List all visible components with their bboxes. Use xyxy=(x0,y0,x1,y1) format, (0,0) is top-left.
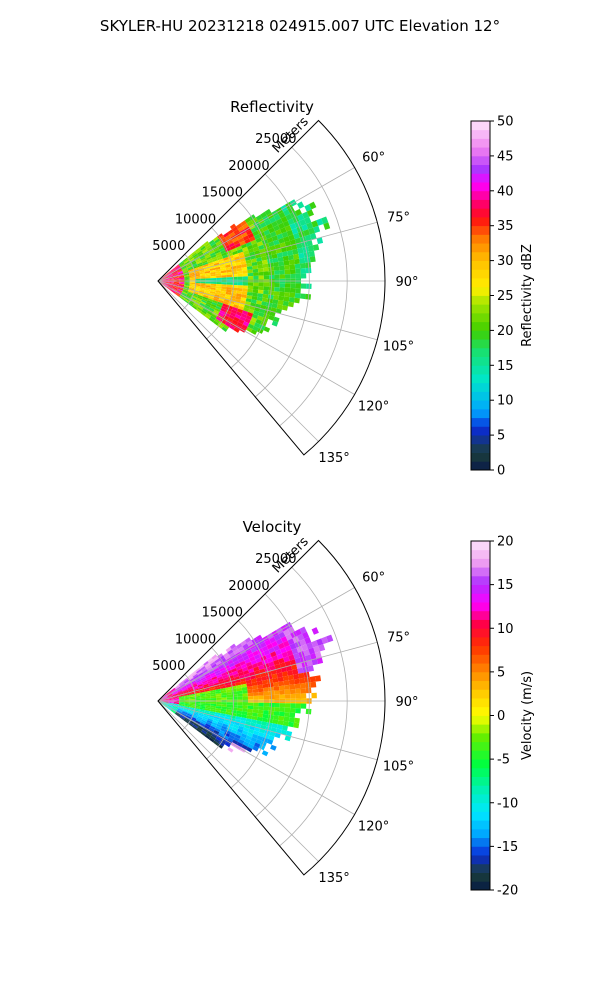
colorbar-tick-label: 15 xyxy=(497,578,514,593)
colorbar-tick-label: 25 xyxy=(497,289,514,304)
velocity-data-field xyxy=(158,621,334,757)
sector-frame xyxy=(157,539,386,876)
colorbar-tick-label: 40 xyxy=(497,184,514,199)
theta-tick-label: 135° xyxy=(318,871,349,886)
velocity-colorbar: -20 -15 -10 -5 0 5 10 15 20 xyxy=(470,535,518,899)
velocity-tick-labels: 60° 75° 90° 105° 120° 135° 5000 10000 15000 20000… xyxy=(152,552,418,886)
range-tick-label: 25000 xyxy=(255,132,296,147)
range-tick-label: 5000 xyxy=(152,659,185,674)
colorbar-tick-label: 45 xyxy=(497,149,514,164)
figure-title: SKYLER-HU 20231218 024915.007 UTC Elevat… xyxy=(100,17,500,35)
reflectivity-tick-labels: 60° 75° 90° 105° 120° 135° 5000 10000 15000 20000… xyxy=(152,132,418,466)
range-tick-label: 20000 xyxy=(228,159,269,174)
theta-tick-label: 90° xyxy=(395,695,418,710)
velocity-colorbar-label: Velocity (m/s) xyxy=(520,671,535,760)
colorbar-tick-label: 35 xyxy=(497,219,514,234)
reflectivity-panel: Reflectivity 60° 75° 90° 105° 120° 135° 5000 10… xyxy=(152,98,535,479)
colorbar-tick-label: 0 xyxy=(497,464,505,479)
colorbar-tick-label: 10 xyxy=(497,394,514,409)
velocity-grid xyxy=(157,539,386,876)
colorbar-tick-label: -20 xyxy=(497,884,518,899)
colorbar-tick-label: -10 xyxy=(497,796,518,811)
theta-tick-label: 60° xyxy=(362,571,385,586)
range-tick-label: 25000 xyxy=(255,552,296,567)
theta-tick-label: 75° xyxy=(387,631,410,646)
range-tick-label: 10000 xyxy=(175,213,216,228)
theta-tick-label: 135° xyxy=(318,451,349,466)
range-tick-label: 10000 xyxy=(175,633,216,648)
colorbar-tick-label: 20 xyxy=(497,324,514,339)
colorbar-tick-label: 30 xyxy=(497,254,514,269)
velocity-panel: Velocity 60° 75° 90° 105° 120° 135° 5000 10000 1… xyxy=(152,518,535,899)
colorbar-tick-label: 20 xyxy=(497,535,514,550)
colorbar-tick-label: 50 xyxy=(497,115,514,130)
reflectivity-title: Reflectivity xyxy=(230,98,314,116)
colorbar-tick-label: 0 xyxy=(497,709,505,724)
reflectivity-colorbar-label: Reflectivity dBZ xyxy=(520,244,535,347)
reflectivity-grid xyxy=(157,119,386,456)
theta-tick-label: 90° xyxy=(395,275,418,290)
theta-tick-label: 120° xyxy=(358,820,389,835)
theta-tick-label: 105° xyxy=(383,339,414,354)
theta-tick-label: 75° xyxy=(387,211,410,226)
theta-tick-label: 105° xyxy=(383,759,414,774)
colorbar-tick-label: -5 xyxy=(497,753,510,768)
theta-tick-label: 60° xyxy=(362,151,385,166)
theta-tick-label: 120° xyxy=(358,400,389,415)
colorbar-tick-label: -15 xyxy=(497,840,518,855)
colorbar-tick-label: 15 xyxy=(497,359,514,374)
colorbar-tick-label: 5 xyxy=(497,429,505,444)
colorbar-tick-label: 10 xyxy=(497,622,514,637)
velocity-title: Velocity xyxy=(243,518,302,536)
range-tick-label: 15000 xyxy=(202,186,243,201)
range-tick-label: 20000 xyxy=(228,579,269,594)
range-tick-label: 15000 xyxy=(202,606,243,621)
range-tick-label: 5000 xyxy=(152,239,185,254)
reflectivity-colorbar: 0 5 10 15 20 25 30 35 40 45 50 xyxy=(470,115,514,479)
sector-frame xyxy=(157,119,386,456)
colorbar-tick-label: 5 xyxy=(497,665,505,680)
